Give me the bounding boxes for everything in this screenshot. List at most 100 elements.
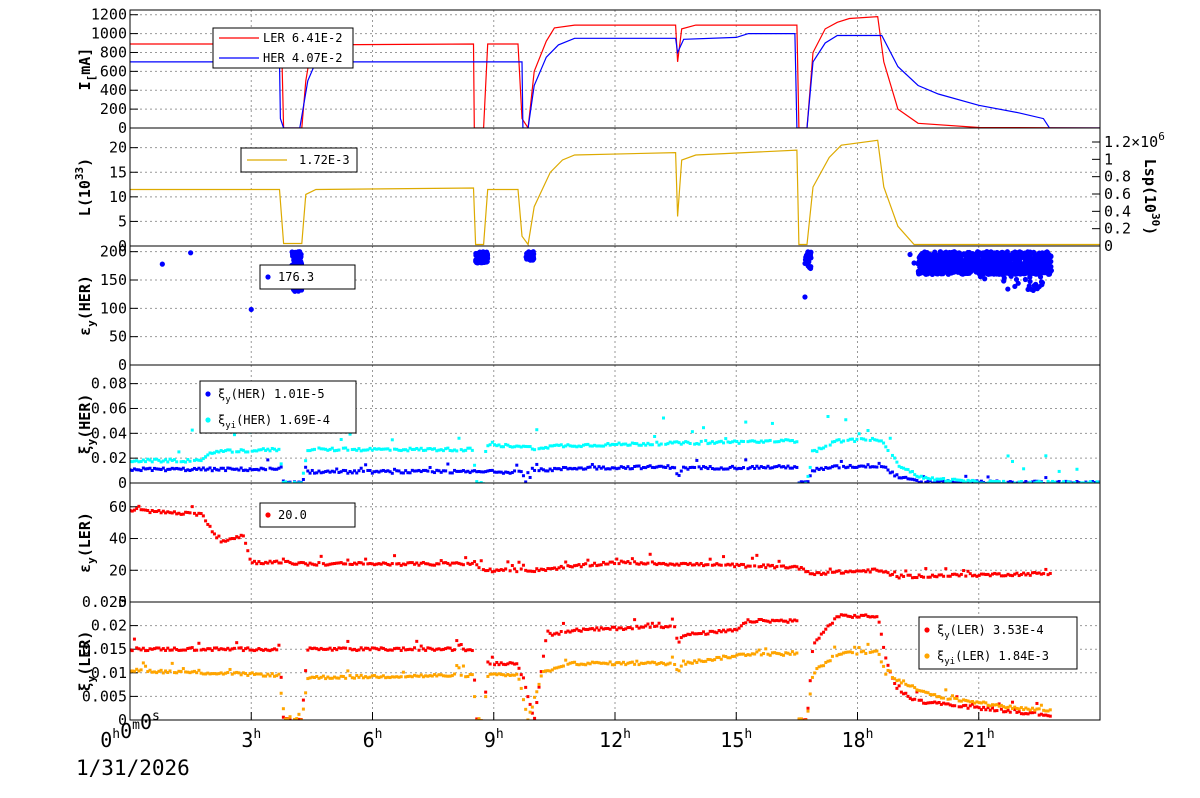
data-point [782,465,786,469]
data-point [566,443,570,447]
data-point [172,646,176,650]
data-point [530,705,534,709]
data-point [777,559,781,563]
data-point [475,470,479,474]
data-point [533,695,537,699]
data-point [715,440,719,444]
data-point [315,563,319,567]
data-point [759,653,763,657]
legend-marker [924,653,930,659]
data-point [381,674,385,678]
data-point [341,446,345,450]
data-point [181,460,185,464]
data-point [144,508,148,512]
data-point [450,471,454,475]
data-point [559,665,563,669]
data-point [842,651,846,655]
data-point [377,676,381,680]
data-point [973,479,977,483]
data-point [346,448,350,452]
data-point [977,706,981,710]
data-point [484,449,488,453]
data-point [1044,249,1050,255]
data-point [737,564,741,568]
data-point [957,481,961,483]
data-point [897,476,901,480]
data-point [679,469,683,473]
data-point [953,696,957,700]
data-point [646,561,650,565]
data-point [575,445,579,449]
data-point [746,653,750,657]
data-point [1013,708,1017,712]
data-point [493,663,497,667]
data-point [474,251,480,257]
data-point [304,465,308,469]
data-point [1075,467,1079,471]
data-point [548,669,552,673]
data-point [255,449,259,453]
data-point [221,466,225,470]
y-tick-label: 400 [100,81,127,99]
data-point [737,441,741,445]
data-point [833,617,837,621]
right-tick-label: 0.8 [1104,168,1131,186]
data-point [439,470,443,474]
data-point [886,448,890,452]
data-point [955,573,959,577]
right-tick-label: 0.4 [1104,202,1131,220]
data-point [1001,275,1007,281]
data-point [857,615,861,619]
data-point [944,567,948,571]
data-point [910,576,914,580]
data-point [557,566,561,570]
data-point [353,561,357,565]
data-point [844,466,848,470]
data-point [410,648,414,652]
data-point [373,646,377,650]
data-point [997,704,1001,708]
data-point [939,702,943,706]
data-point [399,648,403,652]
data-point [379,469,383,473]
data-point [739,562,743,566]
data-point [959,572,963,576]
data-point [673,563,677,567]
data-point [259,448,263,452]
data-point [224,449,228,453]
data-point [615,661,619,665]
data-point [1035,480,1039,483]
data-point [313,471,317,475]
data-point [893,456,897,460]
data-point [937,700,941,704]
data-point [508,445,512,449]
data-point [446,446,450,450]
data-point [1022,467,1026,471]
data-point [161,671,165,675]
data-point [444,447,448,451]
data-point [517,560,521,564]
data-point [819,573,823,577]
data-point [866,642,870,646]
data-point [810,572,814,576]
data-point [941,252,948,258]
data-point [510,564,514,568]
data-point [864,438,868,442]
data-point [366,676,370,680]
data-point [279,675,283,679]
data-point [953,704,957,708]
data-point [212,646,216,650]
x-tick-label: 9h [484,727,504,752]
data-point [786,438,790,442]
data-point [573,628,577,632]
data-point [916,255,922,261]
data-point [439,673,443,677]
data-point [161,647,165,651]
data-point [960,271,966,277]
data-point [553,666,557,670]
data-point [628,443,632,447]
data-point [437,448,441,452]
data-point [306,563,310,567]
data-point [319,471,323,475]
